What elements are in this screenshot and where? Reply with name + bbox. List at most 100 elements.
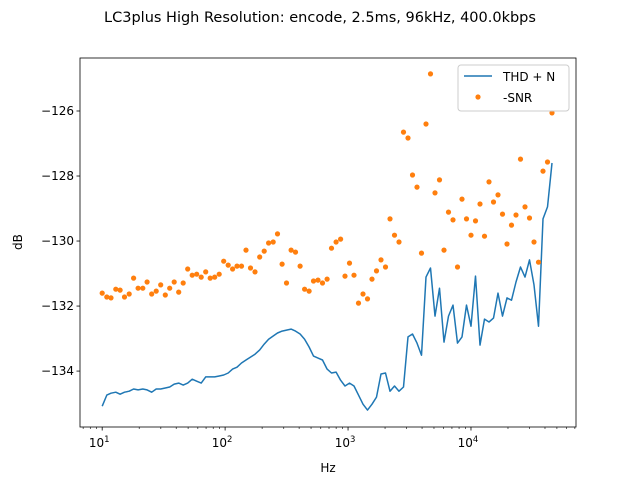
snr-data-point: [176, 289, 182, 295]
snr-data-point: [113, 286, 119, 292]
snr-data-point: [364, 296, 371, 302]
x-tick-exponent: 4: [473, 435, 478, 445]
snr-data-point: [526, 215, 533, 221]
x-tick-exponent: 3: [350, 435, 355, 445]
snr-data-point: [445, 209, 452, 215]
snr-data-point: [297, 263, 303, 269]
snr-data-point: [382, 264, 389, 270]
snr-data-point: [194, 271, 200, 277]
snr-data-point: [459, 196, 465, 202]
snr-data-point: [189, 272, 195, 278]
snr-data-point: [207, 275, 213, 281]
snr-data-point: [499, 211, 506, 217]
legend: THD + N -SNR: [457, 64, 570, 112]
y-tick-label: −130: [41, 234, 74, 248]
x-tick-base: 10: [212, 436, 227, 450]
snr-data-point: [310, 278, 317, 284]
y-axis-label: dB: [11, 234, 25, 250]
snr-data-point: [522, 204, 528, 210]
snr-data-point: [117, 287, 123, 293]
snr-data-point: [121, 294, 128, 300]
snr-data-point: [238, 263, 245, 269]
snr-data-point: [140, 285, 146, 291]
snr-data-point: [216, 271, 222, 277]
snr-data-point: [270, 239, 276, 245]
snr-data-point: [247, 265, 254, 271]
x-tick-base: 10: [458, 436, 473, 450]
snr-data-point: [319, 280, 326, 286]
snr-data-point: [423, 121, 429, 127]
snr-data-point: [108, 295, 114, 301]
snr-data-point: [315, 277, 321, 283]
y-tick-label: −132: [41, 299, 74, 313]
snr-data-point: [468, 232, 474, 238]
snr-data-point: [490, 199, 497, 205]
legend-label-thd-n: THD + N: [502, 70, 555, 84]
snr-data-point: [162, 292, 168, 298]
snr-data-point: [517, 156, 524, 162]
snr-data-point: [454, 264, 461, 270]
snr-data-point: [432, 190, 438, 196]
chart-title: LC3plus High Resolution: encode, 2.5ms, …: [104, 10, 536, 26]
snr-data-point: [450, 217, 456, 223]
x-tick-label: 104: [458, 435, 479, 450]
snr-data-point: [234, 263, 240, 269]
snr-data-point: [306, 288, 312, 294]
snr-data-point: [418, 250, 425, 256]
y-tick-label: −126: [41, 104, 74, 118]
snr-data-point: [158, 282, 164, 288]
snr-data-point: [549, 110, 555, 116]
snr-data-point: [540, 168, 546, 174]
snr-data-point: [369, 276, 375, 282]
snr-data-point: [243, 247, 249, 253]
snr-data-point: [351, 272, 357, 278]
snr-data-point: [409, 172, 416, 178]
x-tick-label: 102: [212, 435, 233, 450]
snr-data-point: [288, 247, 294, 253]
snr-data-point: [324, 276, 330, 282]
snr-data-point: [292, 249, 299, 255]
snr-data-point: [252, 269, 258, 275]
snr-data-point: [257, 254, 263, 260]
thd-n-series-line: [101, 162, 553, 411]
snr-data-point: [333, 239, 339, 245]
snr-data-point: [180, 280, 186, 286]
snr-data-point: [373, 268, 380, 274]
x-tick-base: 10: [89, 436, 104, 450]
snr-data-point: [266, 240, 272, 246]
snr-data-point: [477, 201, 483, 207]
snr-data-point: [486, 179, 492, 185]
snr-data-point: [185, 266, 191, 272]
snr-data-point: [436, 177, 443, 183]
snr-data-point: [203, 269, 209, 275]
snr-data-point: [472, 218, 479, 224]
snr-data-point: [230, 266, 236, 272]
snr-data-point: [221, 258, 227, 264]
snr-data-point: [104, 294, 110, 300]
snr-data-point: [99, 290, 105, 296]
snr-data-point: [346, 260, 353, 266]
snr-data-point: [283, 280, 290, 286]
snr-data-point: [544, 159, 551, 165]
x-tick-label: 101: [89, 435, 110, 450]
legend-marker-snr: [475, 94, 481, 100]
snr-data-point: [396, 239, 402, 245]
snr-data-point: [387, 216, 393, 222]
snr-data-point: [261, 248, 267, 254]
snr-data-point: [513, 212, 519, 218]
snr-data-point: [144, 279, 150, 285]
snr-data-point: [360, 291, 366, 297]
snr-data-point: [427, 71, 434, 77]
snr-data-point: [531, 239, 537, 245]
snr-data-point: [302, 286, 308, 292]
snr-data-point: [225, 262, 231, 268]
snr-data-point: [391, 232, 398, 238]
snr-data-point: [149, 291, 155, 297]
snr-data-point: [171, 279, 177, 285]
snr-data-point: [400, 129, 407, 135]
x-tick-exponent: 1: [104, 435, 109, 445]
snr-data-point: [131, 275, 137, 281]
snr-data-point: [441, 247, 447, 253]
